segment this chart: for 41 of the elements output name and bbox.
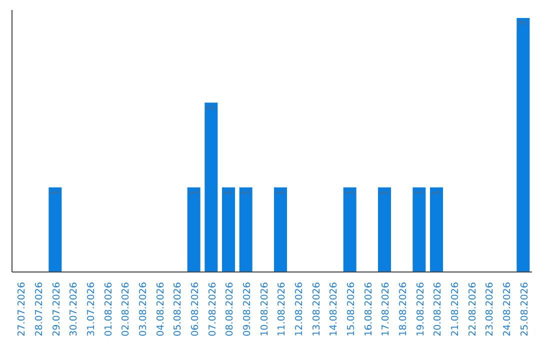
x-tick-label: 29.07.2026 [51, 282, 62, 336]
x-tick-label: 03.08.2026 [138, 282, 149, 336]
data-label: 1 [50, 189, 62, 196]
x-tick-label: 12.08.2026 [294, 282, 305, 336]
data-label: 1 [344, 189, 356, 196]
data-label: 1 [188, 189, 200, 196]
data-label: 1 [380, 189, 390, 196]
x-tick-label: 02.08.2026 [120, 282, 132, 336]
x-tick-label: 19.08.2026 [415, 282, 426, 336]
x-tick-label: 21.08.2026 [450, 282, 461, 336]
x-tick-label: 20.08.2026 [432, 282, 444, 336]
data-label: 1 [240, 189, 252, 196]
x-tick-label: 09.08.2026 [242, 282, 253, 336]
x-tick-label: 22.08.2026 [467, 282, 478, 336]
x-tick-label: 05.08.2026 [172, 282, 184, 336]
x-tick-label: 25.08.2026 [519, 282, 530, 336]
x-tick-label: 31.07.2026 [86, 282, 97, 336]
x-tick-label: 18.08.2026 [398, 282, 409, 336]
x-tick-label: 01.08.2026 [103, 282, 114, 336]
x-tick-label: 23.08.2026 [484, 282, 496, 336]
x-tick-label: 30.07.2026 [68, 282, 80, 336]
x-tick-label: 15.08.2026 [346, 282, 357, 336]
x-tick-label: 07.08.2026 [207, 282, 218, 336]
x-tick-label: 10.08.2026 [259, 282, 270, 336]
data-label: 3 [518, 20, 530, 26]
x-tick-label: 17.08.2026 [380, 282, 392, 336]
x-tick-label: 16.08.2026 [363, 282, 374, 336]
data-label: 1 [276, 189, 286, 196]
data-label: 1 [414, 189, 426, 196]
x-tick-label: 27.07.2026 [16, 282, 28, 336]
x-tick-label: 11.08.2026 [276, 282, 288, 336]
data-label: 1 [224, 189, 234, 196]
x-tick-label: 14.08.2026 [328, 282, 340, 336]
data-label: 2 [206, 104, 218, 112]
data-label: 1 [432, 189, 442, 196]
x-tick-label: 06.08.2026 [190, 282, 201, 336]
x-tick-label: 13.08.2026 [311, 282, 322, 336]
x-tick-label: 28.07.2026 [34, 282, 45, 336]
x-tick-label: 08.08.2026 [224, 282, 236, 336]
x-tick-label: 24.08.2026 [502, 282, 513, 336]
x-tick-label: 04.08.2026 [155, 282, 166, 336]
